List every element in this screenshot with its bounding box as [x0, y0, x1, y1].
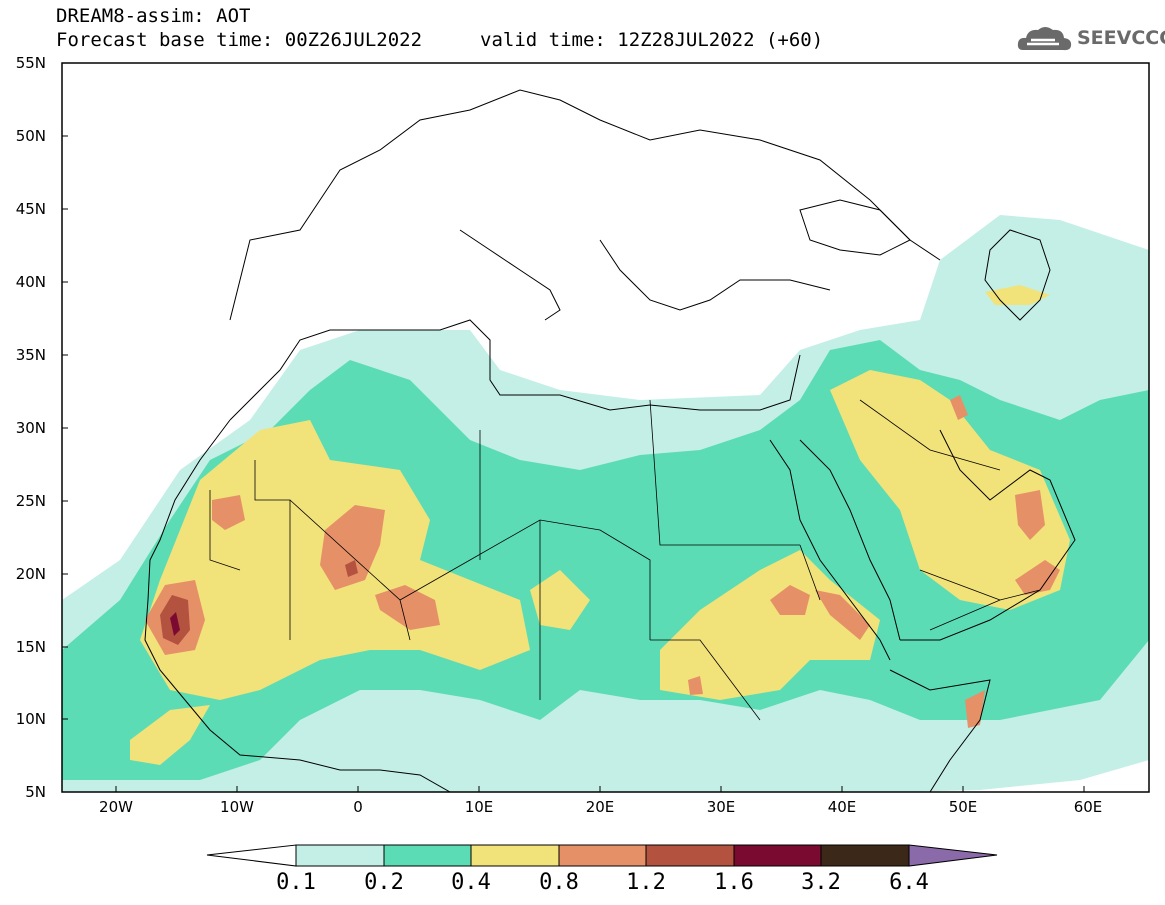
colorbar [206, 844, 998, 867]
lat-tick-labels: 55N 50N 45N 40N 35N 30N 25N 20N 15N 10N … [16, 54, 46, 801]
aot-contour-0.8-iraq [950, 395, 968, 420]
aot-field [62, 215, 1149, 792]
lon-tick-label: 20E [586, 798, 615, 816]
lon-tick-labels: 20W 10W 0 10E 20E 30E 40E 50E 60E [99, 798, 1102, 816]
seevccc-logo: SEEVCCC [1015, 22, 1165, 56]
coastline-arabia [900, 429, 1076, 641]
lon-tick-label: 0 [353, 798, 363, 816]
coastline-caspian [984, 229, 1051, 321]
axis-ticks [62, 62, 1085, 793]
colorbar-label: 1.6 [714, 870, 754, 895]
aot-contour-0.4-sudan [660, 550, 880, 700]
aot-contour-0.8-chad [688, 676, 703, 695]
lon-tick-label: 60E [1074, 798, 1103, 816]
colorbar-label: 0.4 [451, 870, 491, 895]
aot-contour-0.4-gulf [130, 705, 210, 765]
lat-tick-label: 30N [16, 419, 46, 437]
aot-contour-0.8-niger [375, 585, 440, 630]
coastline-atlantic [144, 419, 451, 792]
aot-contour-0.8-oman [1015, 560, 1060, 595]
colorbar-label: 0.1 [276, 870, 316, 895]
lat-tick-label: 10N [16, 710, 46, 728]
aot-contour-0.4-caspian [985, 285, 1050, 305]
colorbar-label: 1.2 [626, 870, 666, 895]
aot-contour-0.8-sudan [770, 585, 810, 615]
lat-tick-label: 15N [16, 638, 46, 656]
colorbar-bin [733, 844, 822, 867]
coastline-redsea-west [769, 439, 891, 661]
aot-contour-1.6-senegal [170, 612, 180, 636]
border-lines [209, 399, 1041, 721]
lon-tick-label: 10E [465, 798, 494, 816]
colorbar-bin [645, 844, 735, 867]
lat-tick-label: 35N [16, 346, 46, 364]
lon-tick-label: 20W [99, 798, 133, 816]
colorbar-label: 6.4 [889, 870, 929, 895]
colorbar-label: 0.2 [364, 870, 404, 895]
aot-contour-0.8-uae [1015, 490, 1045, 540]
lat-tick-label: 25N [16, 492, 46, 510]
aot-contour-0.8-eritrea [815, 590, 870, 640]
coastline-horn [889, 669, 991, 792]
colorbar-bin [470, 844, 560, 867]
lat-tick-label: 55N [16, 54, 46, 72]
lat-tick-label: 5N [25, 783, 46, 801]
lat-tick-label: 45N [16, 200, 46, 218]
coastline-redsea-east [799, 439, 901, 641]
lon-tick-label: 30E [707, 798, 736, 816]
coastlines [144, 89, 1076, 792]
aot-contour-0.4-central [530, 570, 590, 630]
aot-contour-0.8-mauritania [212, 495, 245, 530]
colorbar-bin [383, 844, 472, 867]
lat-tick-label: 40N [16, 273, 46, 291]
lon-tick-label: 50E [949, 798, 978, 816]
colorbar-over-arrow [908, 844, 998, 867]
coastline-italy [459, 229, 561, 321]
aot-contour-0.4-arabia [830, 370, 1070, 610]
forecast-base-time: Forecast base time: 00Z26JUL2022 [56, 29, 423, 51]
coastline-greece [599, 239, 831, 311]
lon-tick-label: 10W [220, 798, 254, 816]
colorbar-label: 3.2 [801, 870, 841, 895]
logo-text: SEEVCCC [1077, 27, 1165, 49]
lon-tick-label: 40E [828, 798, 857, 816]
lat-tick-label: 20N [16, 565, 46, 583]
aot-contour-0.8-mali [320, 505, 385, 590]
colorbar-bin [558, 844, 647, 867]
lat-tick-label: 50N [16, 127, 46, 145]
colorbar-bin [295, 844, 385, 867]
colorbar-label: 0.8 [539, 870, 579, 895]
coastline-europe [229, 89, 941, 321]
coastline-africa-west [229, 319, 801, 421]
map-title: DREAM8-assim: AOT [56, 5, 251, 27]
colorbar-bin [820, 844, 910, 867]
cloud-icon [1017, 27, 1072, 51]
aot-contour-1.2-mali [345, 560, 358, 577]
colorbar-under-arrow [206, 844, 297, 867]
valid-time: valid time: 12Z28JUL2022 (+60) [480, 29, 824, 51]
coastline-blacksea [799, 199, 911, 256]
